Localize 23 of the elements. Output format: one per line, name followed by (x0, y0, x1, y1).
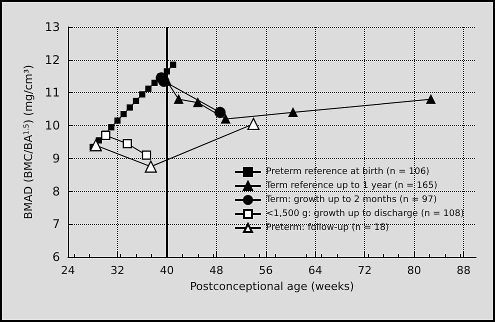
x-tick-label: 56 (258, 264, 273, 277)
x-tick-label: 40 (160, 264, 174, 277)
x-axis-title: Postconceptional age (weeks) (190, 280, 354, 293)
legend-label: Term reference up to 1 year (n = 165) (264, 181, 438, 191)
y-tick-label: 10 (44, 118, 60, 133)
x-tick-label: 72 (358, 264, 372, 277)
y-tick-label: 12 (44, 52, 60, 67)
x-tick-label: 32 (110, 264, 124, 277)
x-tick-label: 24 (61, 264, 75, 277)
y-tick-label: 13 (44, 20, 60, 34)
legend-label: <1,500 g: growth up to discharge (n = 108) (266, 209, 464, 219)
x-tick-label: 64 (308, 264, 322, 277)
x-tick-label: 48 (209, 264, 224, 277)
x-tick-label: 80 (407, 264, 422, 277)
x-tick-label: 88 (456, 264, 471, 277)
y-tick-label: 6 (52, 250, 60, 264)
y-tick-label: 8 (52, 184, 60, 198)
y-tick-label: 11 (44, 86, 60, 100)
legend-label: Preterm: follow-up (n = 18) (266, 223, 390, 233)
legend-label: Term: growth up to 2 months (n = 97) (264, 195, 437, 205)
legend-label: Preterm reference at birth (n = 106) (266, 167, 430, 177)
y-tick-label: 7 (52, 217, 60, 232)
y-tick-label: 9 (52, 151, 60, 166)
